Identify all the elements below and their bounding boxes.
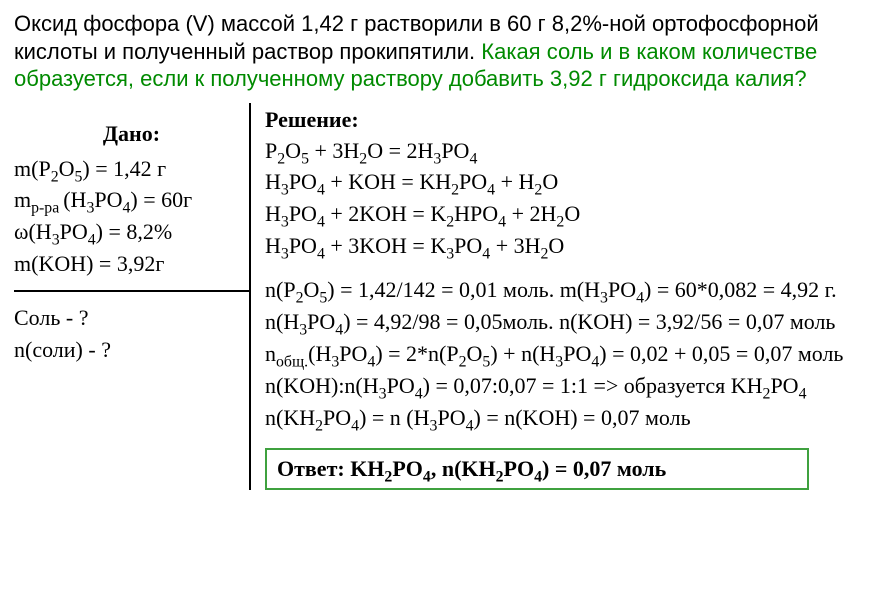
answer-box: Ответ: KH2PO4, n(KH2PO4) = 0,07 моль — [265, 448, 809, 490]
given-m-solution: mр-ра (H3PO4) = 60г — [14, 184, 249, 216]
given-m-koh: m(KOH) = 3,92г — [14, 248, 249, 280]
solution-title: Решение: — [265, 107, 879, 133]
calc-5: n(KH2PO4) = n (H3PO4) = n(KOH) = 0,07 мо… — [265, 402, 879, 434]
solution-block: Решение: P2O5 + 3H2O = 2H3PO4 H3PO4 + KO… — [249, 103, 879, 490]
find-salt: Соль - ? — [14, 302, 249, 334]
find-block: Соль - ? n(соли) - ? — [14, 290, 249, 366]
calc-3: nобщ.(H3PO4) = 2*n(P2O5) + n(H3PO4) = 0,… — [265, 338, 879, 370]
given-block: Дано: m(P2O5) = 1,42 г mр-ра (H3PO4) = 6… — [14, 103, 249, 366]
given-title: Дано: — [14, 121, 249, 147]
calc-2: n(H3PO4) = 4,92/98 = 0,05моль. n(KOH) = … — [265, 306, 879, 338]
equation-2: H3PO4 + KOH = KH2PO4 + H2O — [265, 166, 879, 198]
equation-1: P2O5 + 3H2O = 2H3PO4 — [265, 135, 879, 167]
given-m-p2o5: m(P2O5) = 1,42 г — [14, 153, 249, 185]
problem-statement: Оксид фосфора (V) массой 1,42 г раствори… — [14, 10, 879, 93]
calc-1: n(P2O5) = 1,42/142 = 0,01 моль. m(H3PO4)… — [265, 274, 879, 306]
equation-3: H3PO4 + 2KOH = K2HPO4 + 2H2O — [265, 198, 879, 230]
find-n-salt: n(соли) - ? — [14, 334, 249, 366]
calc-4: n(KOH):n(H3PO4) = 0,07:0,07 = 1:1 => обр… — [265, 370, 879, 402]
equation-4: H3PO4 + 3KOH = K3PO4 + 3H2O — [265, 230, 879, 262]
given-omega: ω(H3PO4) = 8,2% — [14, 216, 249, 248]
work-area: Дано: m(P2O5) = 1,42 г mр-ра (H3PO4) = 6… — [14, 103, 879, 490]
